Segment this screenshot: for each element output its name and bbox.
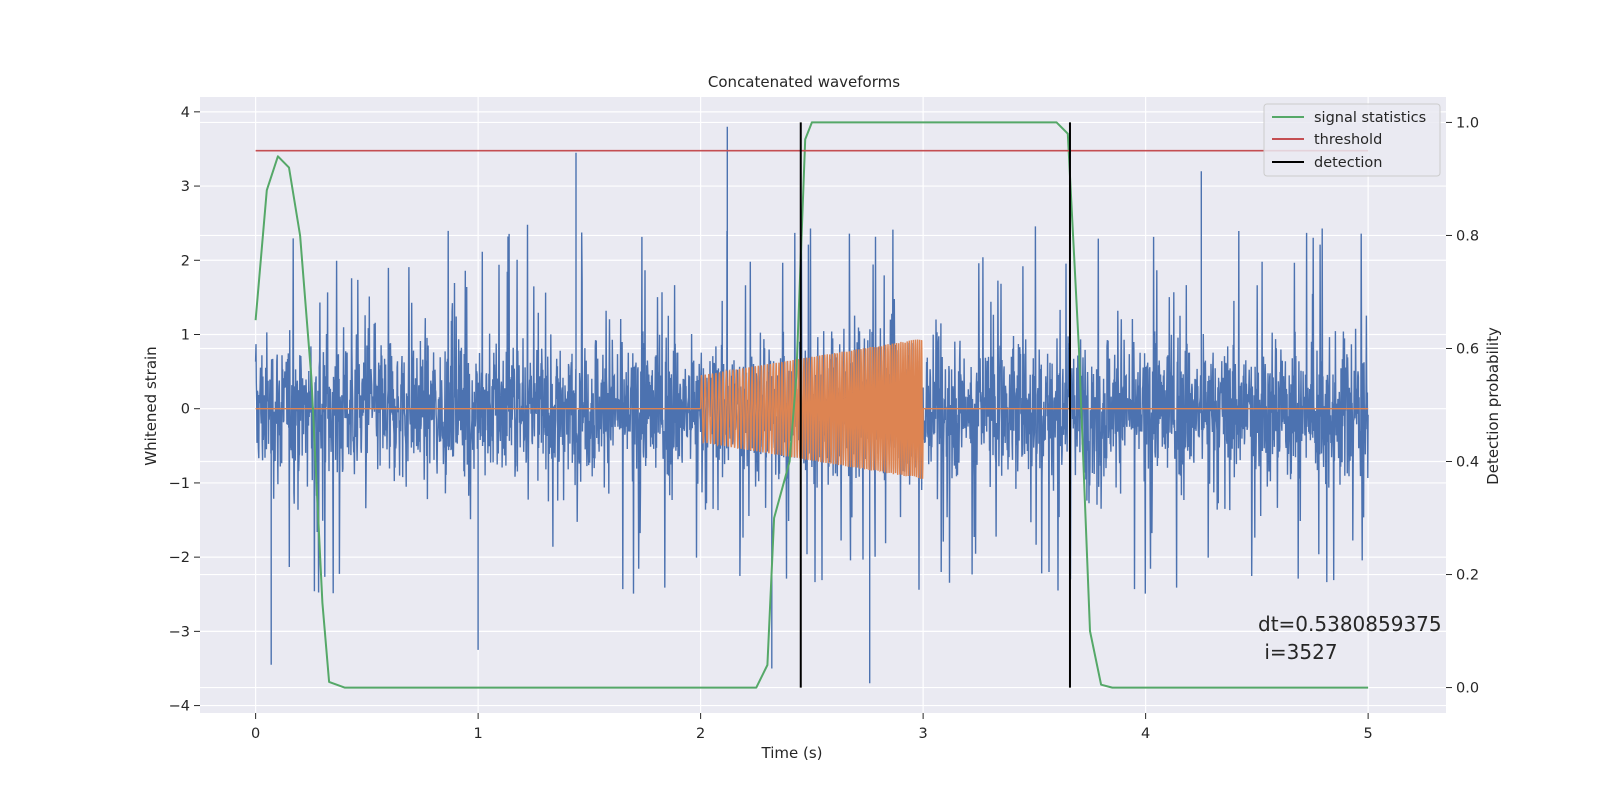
y-tick-label: 4 bbox=[181, 105, 190, 121]
x-tick-label: 4 bbox=[1141, 726, 1150, 742]
y-tick-label: −3 bbox=[169, 624, 190, 640]
y2-tick-label: 0.8 bbox=[1456, 228, 1479, 244]
y-tick-label: 1 bbox=[181, 327, 190, 343]
y-tick-label: 0 bbox=[181, 402, 190, 418]
x-tick-label: 1 bbox=[474, 726, 483, 742]
y2-tick-label: 0.4 bbox=[1456, 455, 1479, 471]
y2-axis-label: Detection probability bbox=[1484, 327, 1502, 485]
noise-series bbox=[254, 126, 1369, 684]
injected-signal-series bbox=[255, 339, 1369, 479]
annotation-dt: dt=0.5380859375 bbox=[1258, 612, 1442, 636]
x-tick-label: 5 bbox=[1364, 726, 1373, 742]
chart-title: Concatenated waveforms bbox=[708, 73, 900, 91]
y-tick-label: −2 bbox=[169, 550, 190, 566]
y-tick-label: −4 bbox=[169, 699, 190, 715]
noise-line bbox=[254, 126, 1369, 684]
y2-tick-label: 0.2 bbox=[1456, 568, 1479, 584]
x-axis-label: Time (s) bbox=[761, 744, 823, 762]
legend-frame bbox=[1263, 103, 1441, 177]
legend-label-threshold: threshold bbox=[1314, 132, 1382, 148]
axis-ticks: 0 1 2 3 4 5 −4 −3 −2 −1 0 1 2 3 4 0.0 0.2 0.4 0.6 0.8 1.0 bbox=[169, 105, 1479, 742]
annotation-index: i=3527 bbox=[1258, 640, 1338, 664]
y2-tick-label: 0.0 bbox=[1456, 681, 1479, 697]
y-tick-label: 2 bbox=[181, 253, 190, 269]
legend: signal statistics threshold detection bbox=[1263, 103, 1441, 177]
x-tick-label: 2 bbox=[696, 726, 705, 742]
detection-series bbox=[799, 122, 1071, 688]
y2-tick-label: 0.6 bbox=[1456, 341, 1479, 357]
y2-tick-label: 1.0 bbox=[1456, 115, 1479, 131]
signal-statistics-series bbox=[254, 121, 1369, 689]
y-tick-label: −1 bbox=[169, 476, 190, 492]
y-tick-label: 3 bbox=[181, 179, 190, 195]
legend-label-detection: detection bbox=[1314, 155, 1382, 171]
x-tick-label: 3 bbox=[919, 726, 928, 742]
signal-statistics-line bbox=[254, 121, 1369, 689]
y-axis-label: Whitened strain bbox=[142, 346, 160, 465]
x-tick-label: 0 bbox=[251, 726, 260, 742]
legend-label-signal-statistics: signal statistics bbox=[1314, 110, 1426, 126]
injected-signal-line bbox=[255, 339, 1369, 479]
